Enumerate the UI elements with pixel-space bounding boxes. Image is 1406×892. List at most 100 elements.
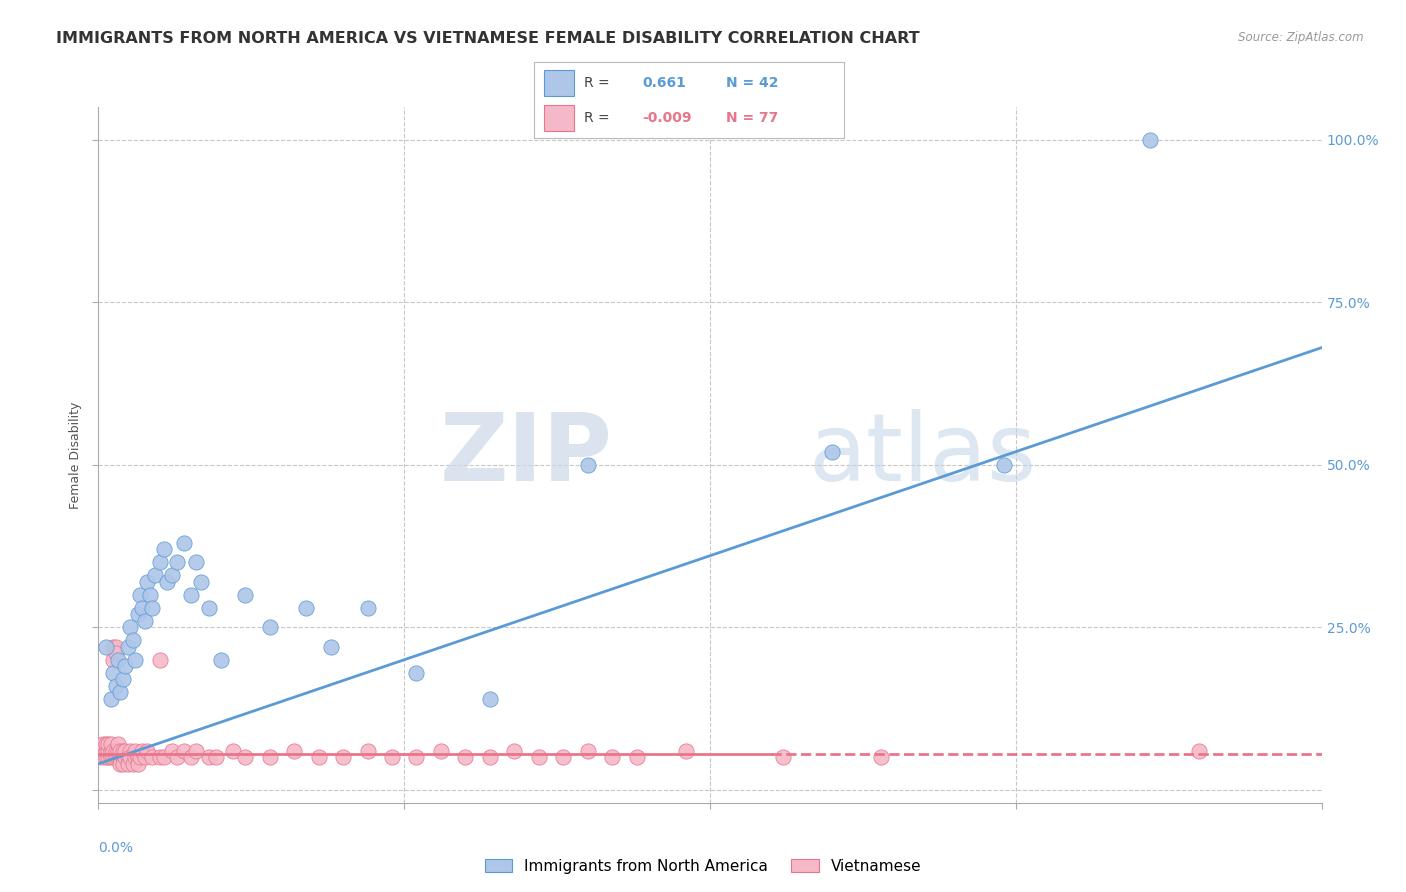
Text: R =: R = <box>583 111 609 125</box>
Point <box>104 744 127 758</box>
Point <box>153 542 176 557</box>
Point <box>110 744 132 758</box>
Point <box>259 620 281 634</box>
Point <box>222 744 245 758</box>
Point <box>308 750 330 764</box>
Point <box>101 640 124 654</box>
Point <box>131 600 153 615</box>
Text: N = 42: N = 42 <box>725 76 779 90</box>
Point <box>120 744 142 758</box>
Point <box>134 614 156 628</box>
FancyBboxPatch shape <box>544 70 575 95</box>
Point <box>821 444 844 458</box>
Point <box>107 750 129 764</box>
Point <box>233 588 256 602</box>
Point <box>104 640 127 654</box>
Point <box>100 744 122 758</box>
Point <box>94 737 117 751</box>
Point <box>430 744 453 758</box>
Point <box>141 750 163 764</box>
Point <box>186 744 208 758</box>
Point <box>283 744 305 758</box>
Point <box>180 750 202 764</box>
Point <box>94 640 117 654</box>
Text: R =: R = <box>583 76 609 90</box>
Point <box>141 600 163 615</box>
Point <box>101 653 124 667</box>
Point <box>97 744 120 758</box>
Point <box>205 750 228 764</box>
Point <box>381 750 404 764</box>
Point <box>120 750 142 764</box>
Point <box>156 574 179 589</box>
Point <box>104 679 127 693</box>
Point <box>117 756 139 771</box>
Point <box>124 744 146 758</box>
Point <box>127 607 149 622</box>
Point <box>772 750 794 764</box>
Text: N = 77: N = 77 <box>725 111 779 125</box>
Point <box>111 750 134 764</box>
Point <box>197 600 219 615</box>
Point <box>173 535 195 549</box>
Point <box>127 756 149 771</box>
Point <box>111 756 134 771</box>
FancyBboxPatch shape <box>544 105 575 130</box>
Point <box>114 750 136 764</box>
Point <box>675 744 697 758</box>
Point <box>259 750 281 764</box>
Point <box>111 744 134 758</box>
Text: ZIP: ZIP <box>439 409 612 501</box>
Point <box>107 737 129 751</box>
Point <box>110 685 132 699</box>
Point <box>173 744 195 758</box>
Point <box>356 600 378 615</box>
Point <box>136 574 159 589</box>
Point <box>405 750 427 764</box>
Point <box>120 620 142 634</box>
Point <box>993 458 1015 472</box>
Point <box>104 750 127 764</box>
Point <box>124 750 146 764</box>
Text: 0.661: 0.661 <box>643 76 686 90</box>
Point <box>100 737 122 751</box>
Point <box>107 653 129 667</box>
Point <box>405 665 427 680</box>
Point <box>101 744 124 758</box>
Point <box>139 588 162 602</box>
Point <box>97 750 120 764</box>
Point <box>576 458 599 472</box>
Point <box>143 568 166 582</box>
Point <box>131 744 153 758</box>
Point <box>197 750 219 764</box>
Point <box>114 744 136 758</box>
Point <box>91 737 114 751</box>
Point <box>332 750 354 764</box>
Point <box>626 750 648 764</box>
Point <box>153 750 176 764</box>
Point <box>160 568 183 582</box>
Point <box>117 640 139 654</box>
Y-axis label: Female Disability: Female Disability <box>69 401 83 508</box>
Point <box>111 672 134 686</box>
Point <box>478 750 501 764</box>
Point <box>233 750 256 764</box>
Point <box>117 750 139 764</box>
Point <box>124 653 146 667</box>
Point <box>107 744 129 758</box>
Point <box>160 744 183 758</box>
Point <box>110 750 132 764</box>
Point <box>166 555 188 569</box>
Point <box>527 750 550 764</box>
Point <box>121 633 143 648</box>
Point <box>295 600 318 615</box>
Point <box>1188 744 1211 758</box>
Point <box>553 750 575 764</box>
Legend: Immigrants from North America, Vietnamese: Immigrants from North America, Vietnames… <box>478 853 928 880</box>
Point <box>100 750 122 764</box>
Point <box>166 750 188 764</box>
Point <box>110 756 132 771</box>
Text: -0.009: -0.009 <box>643 111 692 125</box>
Point <box>101 750 124 764</box>
Point <box>190 574 212 589</box>
